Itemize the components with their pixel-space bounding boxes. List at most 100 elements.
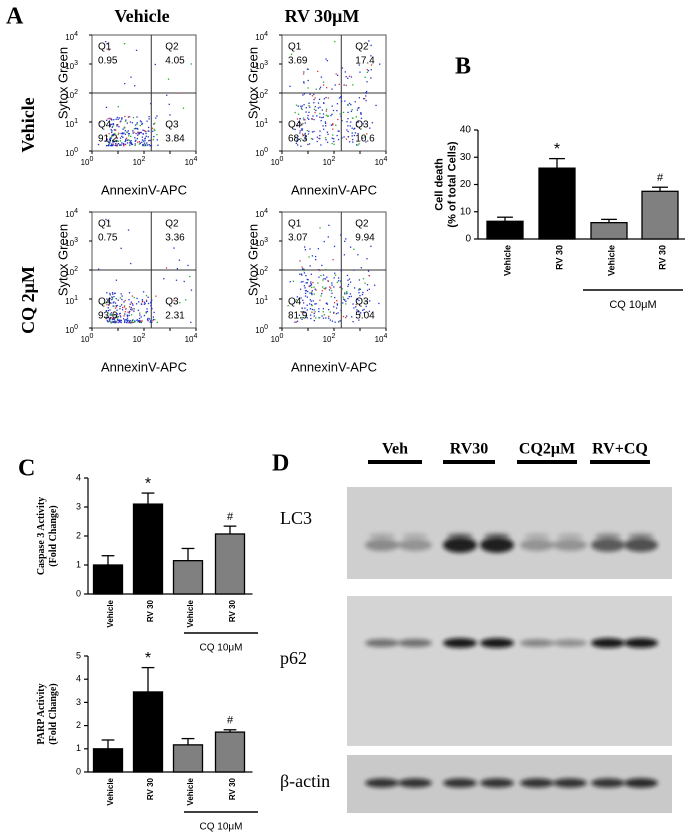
- event-dot: [137, 134, 139, 136]
- event-dot: [309, 93, 311, 95]
- event-dot: [322, 308, 325, 310]
- event-dot: [354, 101, 356, 103]
- event-dot: [321, 292, 323, 295]
- event-dot: [314, 97, 316, 99]
- event-dot: [313, 93, 315, 96]
- x-tick-label: 100: [271, 333, 284, 344]
- tick-exponent: 2: [332, 156, 336, 163]
- event-dot: [367, 70, 370, 72]
- event-dot: [106, 292, 108, 294]
- event-dot: [112, 139, 114, 141]
- band: [398, 539, 432, 551]
- event-dot: [163, 278, 165, 280]
- band: [520, 639, 554, 647]
- bar: [132, 503, 164, 595]
- tick-exponent: 0: [74, 147, 78, 154]
- event-dot: [153, 123, 155, 125]
- event-dot: [309, 106, 311, 108]
- x-tick-label: 100: [81, 156, 94, 167]
- event-dot: [311, 95, 314, 97]
- event-dot: [313, 309, 315, 311]
- event-dot: [347, 77, 349, 80]
- event-dot: [360, 312, 362, 314]
- event-dot: [145, 294, 148, 297]
- event-dot: [128, 299, 130, 301]
- event-dot: [142, 133, 144, 135]
- tick-exponent: 0: [264, 324, 268, 331]
- event-dot: [140, 121, 142, 123]
- event-dot: [299, 130, 301, 132]
- event-dot: [109, 318, 111, 320]
- event-dot: [333, 277, 335, 279]
- event-dot: [297, 113, 300, 115]
- x-axis-label: AnnexinV-APC: [291, 359, 377, 374]
- event-dot: [116, 317, 118, 319]
- event-dot: [346, 129, 348, 131]
- event-dot: [114, 320, 116, 322]
- event-dot: [113, 119, 115, 121]
- event-dot: [321, 116, 323, 119]
- significance-marker: *: [145, 650, 151, 667]
- event-dot: [325, 108, 328, 110]
- event-dot: [338, 130, 340, 132]
- event-dot: [360, 112, 362, 115]
- band: [520, 778, 554, 788]
- event-dot: [121, 135, 123, 137]
- event-dot: [304, 311, 306, 314]
- event-dot: [346, 121, 348, 123]
- event-dot: [176, 267, 179, 270]
- event-dot: [370, 245, 372, 247]
- event-dot: [368, 275, 370, 277]
- event-dot: [317, 107, 320, 109]
- quadrant-value: 3.84: [165, 134, 185, 145]
- event-dot: [296, 139, 298, 141]
- event-dot: [107, 144, 109, 147]
- event-dot: [333, 245, 336, 248]
- quadrant-value: 0.75: [98, 233, 118, 244]
- event-dot: [128, 312, 130, 314]
- x-tick-label: RV 30: [146, 777, 155, 800]
- bar: [214, 731, 246, 773]
- event-dot: [304, 132, 306, 135]
- y-tick-label: 102: [255, 266, 268, 277]
- event-dot: [126, 122, 128, 124]
- event-dot: [128, 139, 131, 141]
- event-dot: [113, 305, 115, 307]
- event-dot: [338, 83, 340, 86]
- event-dot: [308, 256, 310, 258]
- event-dot: [187, 264, 189, 267]
- event-dot: [313, 102, 315, 104]
- event-dot: [370, 77, 372, 79]
- event-dot: [294, 128, 296, 131]
- event-dot: [120, 319, 122, 322]
- event-dot: [136, 137, 138, 140]
- event-dot: [150, 102, 152, 105]
- event-dot: [151, 299, 153, 301]
- event-dot: [336, 304, 339, 306]
- tick-base: 10: [133, 335, 142, 344]
- event-dot: [135, 49, 138, 51]
- event-dot: [309, 299, 311, 301]
- event-dot: [123, 144, 125, 147]
- event-dot: [322, 317, 325, 319]
- event-dot: [347, 104, 349, 106]
- event-dot: [316, 140, 318, 143]
- event-dot: [145, 299, 148, 301]
- band: [553, 639, 587, 647]
- event-dot: [303, 272, 306, 274]
- event-dot: [299, 260, 301, 262]
- tick-exponent: 4: [194, 333, 198, 340]
- event-dot: [111, 298, 113, 301]
- event-dot: [112, 141, 114, 143]
- significance-marker: #: [227, 715, 234, 727]
- event-dot: [290, 53, 293, 56]
- event-dot: [139, 124, 142, 127]
- event-dot: [119, 312, 121, 315]
- event-dot: [322, 311, 324, 313]
- event-dot: [304, 307, 306, 309]
- x-tick-label: 102: [323, 156, 336, 167]
- event-dot: [122, 136, 124, 139]
- event-dot: [354, 132, 357, 134]
- event-dot: [126, 315, 129, 317]
- event-dot: [305, 282, 307, 284]
